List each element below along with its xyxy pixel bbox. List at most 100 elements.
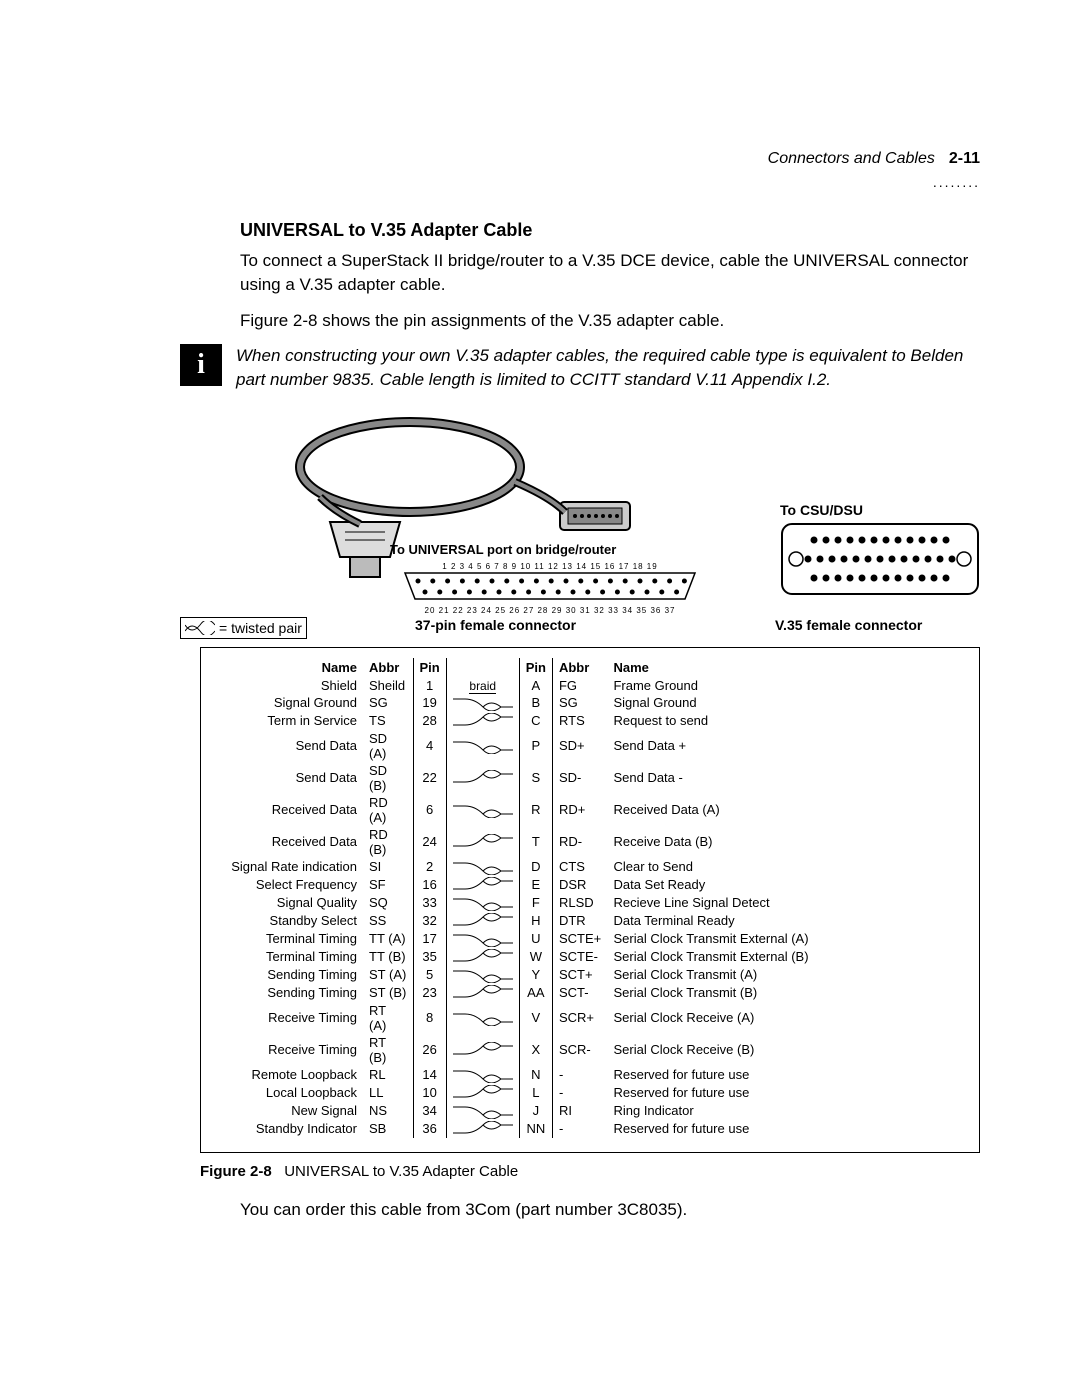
table-row: Term in ServiceTS28CRTSRequest to send bbox=[213, 712, 967, 730]
cell-pin-right: B bbox=[519, 694, 552, 712]
cell-pin-right: P bbox=[519, 730, 552, 762]
cell-wire-diagram bbox=[446, 1084, 519, 1102]
section-title: UNIVERSAL to V.35 Adapter Cable bbox=[240, 220, 980, 241]
cell-pin-left: 5 bbox=[413, 966, 446, 984]
cell-name-right: Recieve Line Signal Detect bbox=[607, 894, 967, 912]
cell-abbr-right: - bbox=[552, 1120, 607, 1138]
cell-pin-right: NN bbox=[519, 1120, 552, 1138]
cell-name-right: Signal Ground bbox=[607, 694, 967, 712]
cell-abbr-right: SCT- bbox=[552, 984, 607, 1002]
cell-abbr-left: TS bbox=[363, 712, 413, 730]
table-row: Sending TimingST (B)23AASCT-Serial Clock… bbox=[213, 984, 967, 1002]
cell-name-left: Received Data bbox=[213, 826, 363, 858]
twisted-pair-legend: = twisted pair bbox=[180, 617, 307, 639]
table-row: Signal QualitySQ33FRLSDRecieve Line Sign… bbox=[213, 894, 967, 912]
cell-abbr-left: ST (B) bbox=[363, 984, 413, 1002]
cell-pin-left: 22 bbox=[413, 762, 446, 794]
cell-name-left: Signal Rate indication bbox=[213, 858, 363, 876]
table-row: Terminal TimingTT (A)17USCTE+Serial Cloc… bbox=[213, 930, 967, 948]
cell-name-left: Remote Loopback bbox=[213, 1066, 363, 1084]
cell-abbr-right: SCTE+ bbox=[552, 930, 607, 948]
cell-pin-right: H bbox=[519, 912, 552, 930]
th-pin-left: Pin bbox=[413, 658, 446, 677]
cell-name-right: Data Terminal Ready bbox=[607, 912, 967, 930]
cell-pin-right: R bbox=[519, 794, 552, 826]
table-row: Send DataSD (A)4PSD+Send Data + bbox=[213, 730, 967, 762]
cell-name-left: New Signal bbox=[213, 1102, 363, 1120]
v35-connector-diagram bbox=[780, 522, 980, 602]
cell-name-left: Local Loopback bbox=[213, 1084, 363, 1102]
cell-abbr-right: SCR+ bbox=[552, 1002, 607, 1034]
cell-name-left: Shield bbox=[213, 677, 363, 694]
cell-pin-left: 23 bbox=[413, 984, 446, 1002]
header-section: Connectors and Cables bbox=[768, 150, 935, 168]
cell-abbr-right: - bbox=[552, 1066, 607, 1084]
cell-abbr-right: RTS bbox=[552, 712, 607, 730]
cell-wire-diagram bbox=[446, 826, 519, 858]
to-universal-label: To UNIVERSAL port on bridge/router bbox=[390, 542, 616, 557]
cell-wire-diagram bbox=[446, 694, 519, 712]
table-row: Terminal TimingTT (B)35WSCTE-Serial Cloc… bbox=[213, 948, 967, 966]
cell-pin-right: U bbox=[519, 930, 552, 948]
cell-wire-diagram bbox=[446, 858, 519, 876]
cell-pin-right: Y bbox=[519, 966, 552, 984]
cell-wire-diagram bbox=[446, 894, 519, 912]
intro-para-1: To connect a SuperStack II bridge/router… bbox=[240, 249, 980, 297]
cell-pin-right: F bbox=[519, 894, 552, 912]
table-row: Local LoopbackLL10L-Reserved for future … bbox=[213, 1084, 967, 1102]
cell-abbr-right: SD+ bbox=[552, 730, 607, 762]
cell-name-right: Ring Indicator bbox=[607, 1102, 967, 1120]
figure-label: Figure 2-8 bbox=[200, 1163, 272, 1180]
cell-name-left: Signal Ground bbox=[213, 694, 363, 712]
db37-top-pins: 1 2 3 4 5 6 7 8 9 10 11 12 13 14 15 16 1… bbox=[400, 562, 700, 571]
cell-abbr-right: SG bbox=[552, 694, 607, 712]
cell-abbr-left: TT (B) bbox=[363, 948, 413, 966]
cell-abbr-left: SI bbox=[363, 858, 413, 876]
cell-abbr-left: TT (A) bbox=[363, 930, 413, 948]
cell-wire-diagram bbox=[446, 930, 519, 948]
cell-pin-left: 1 bbox=[413, 677, 446, 694]
cell-pin-right: X bbox=[519, 1034, 552, 1066]
cell-abbr-right: SCTE- bbox=[552, 948, 607, 966]
th-pin-right: Pin bbox=[519, 658, 552, 677]
content-column: UNIVERSAL to V.35 Adapter Cable To conne… bbox=[240, 220, 980, 1220]
note-text: When constructing your own V.35 adapter … bbox=[236, 344, 980, 392]
cell-abbr-right: SCR- bbox=[552, 1034, 607, 1066]
pin-assignment-table: Name Abbr Pin Pin Abbr Name ShieldSheild… bbox=[213, 658, 967, 1138]
table-row: New SignalNS34JRIRing Indicator bbox=[213, 1102, 967, 1120]
cell-name-left: Standby Select bbox=[213, 912, 363, 930]
table-row: Received DataRD (B)24TRD-Receive Data (B… bbox=[213, 826, 967, 858]
cell-name-left: Received Data bbox=[213, 794, 363, 826]
cell-wire-diagram bbox=[446, 730, 519, 762]
cell-name-right: Data Set Ready bbox=[607, 876, 967, 894]
closing-para: You can order this cable from 3Com (part… bbox=[240, 1200, 980, 1220]
th-name-left: Name bbox=[213, 658, 363, 677]
cell-pin-left: 28 bbox=[413, 712, 446, 730]
cell-pin-right: W bbox=[519, 948, 552, 966]
th-mid bbox=[446, 658, 519, 677]
cell-name-right: Serial Clock Receive (B) bbox=[607, 1034, 967, 1066]
cell-abbr-left: SF bbox=[363, 876, 413, 894]
cell-abbr-left: Sheild bbox=[363, 677, 413, 694]
cell-name-right: Clear to Send bbox=[607, 858, 967, 876]
cell-pin-right: E bbox=[519, 876, 552, 894]
cell-wire-diagram bbox=[446, 1002, 519, 1034]
cell-name-left: Receive Timing bbox=[213, 1002, 363, 1034]
cell-abbr-right: RD+ bbox=[552, 794, 607, 826]
cell-pin-left: 35 bbox=[413, 948, 446, 966]
cell-abbr-right: CTS bbox=[552, 858, 607, 876]
cell-pin-left: 19 bbox=[413, 694, 446, 712]
cell-name-right: Reserved for future use bbox=[607, 1120, 967, 1138]
cell-pin-left: 33 bbox=[413, 894, 446, 912]
cell-abbr-right: FG bbox=[552, 677, 607, 694]
cell-pin-left: 16 bbox=[413, 876, 446, 894]
cell-pin-left: 2 bbox=[413, 858, 446, 876]
table-row: Signal GroundSG19BSGSignal Ground bbox=[213, 694, 967, 712]
cell-name-right: Serial Clock Transmit (A) bbox=[607, 966, 967, 984]
cell-abbr-left: RT (A) bbox=[363, 1002, 413, 1034]
cell-name-right: Serial Clock Transmit (B) bbox=[607, 984, 967, 1002]
cell-name-right: Send Data - bbox=[607, 762, 967, 794]
table-row: Send DataSD (B)22SSD-Send Data - bbox=[213, 762, 967, 794]
cell-name-right: Received Data (A) bbox=[607, 794, 967, 826]
cell-abbr-left: RD (B) bbox=[363, 826, 413, 858]
